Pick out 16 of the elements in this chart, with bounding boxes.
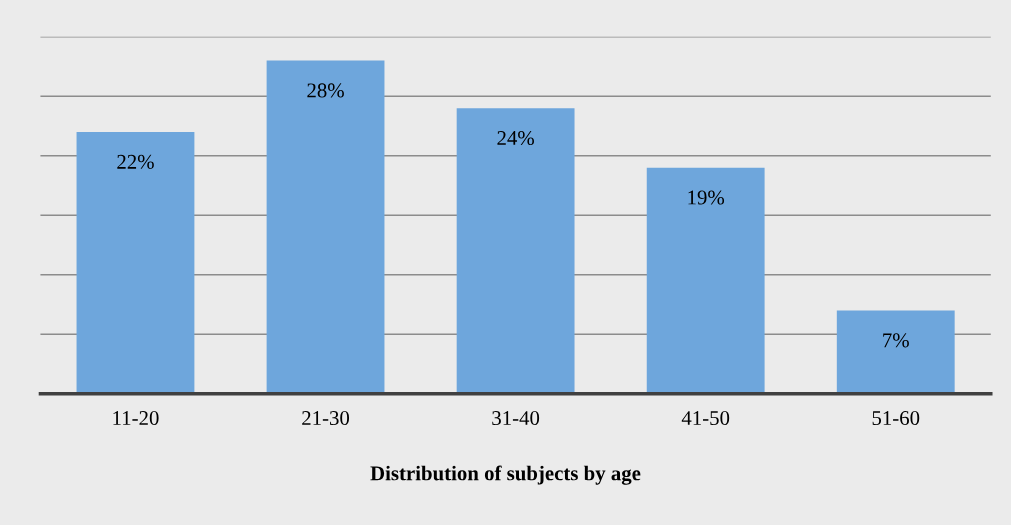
bar <box>836 310 955 394</box>
text: Distribution of subjects by age <box>370 465 641 485</box>
bar <box>76 131 195 394</box>
x-tick-label: 21-30 <box>302 411 350 426</box>
data-label: 7% <box>883 333 909 348</box>
x-tick-label: 31-40 <box>492 411 540 426</box>
data-label: 19% <box>688 190 725 205</box>
x-tick-label: 51-60 <box>872 411 920 426</box>
bar <box>456 108 575 394</box>
data-label: 24% <box>497 130 534 146</box>
bar <box>646 167 765 394</box>
data-label: 28% <box>307 83 344 98</box>
x-tick-label: 11-20 <box>113 411 159 426</box>
data-label: 22% <box>117 154 154 169</box>
x-tick-label: 41-50 <box>681 411 730 426</box>
bar <box>266 60 385 394</box>
